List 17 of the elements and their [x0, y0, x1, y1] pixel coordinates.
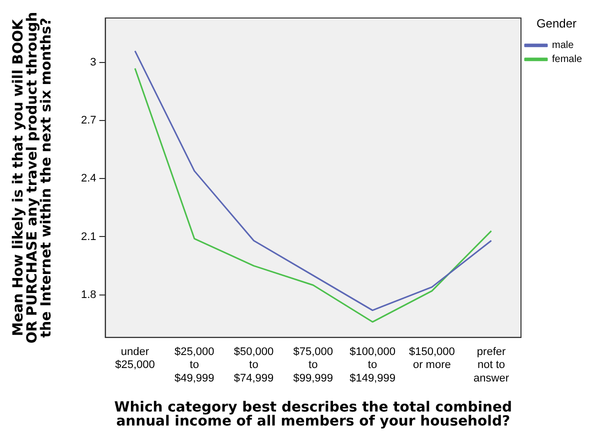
- x-tick-label: $50,000 to $74,999: [234, 346, 274, 384]
- x-tick-label: $25,000 to $49,999: [174, 346, 214, 384]
- x-axis-title: Which category best describes the total combined annual income of all members of your household?: [114, 400, 512, 430]
- x-tick-label: $150,000 or more: [408, 346, 455, 372]
- y-tick-label: 2.4: [80, 172, 96, 185]
- legend-label: male: [552, 40, 574, 52]
- x-tick-label: $75,000 to $99,999: [293, 346, 334, 384]
- x-tick-label: under $25,000: [115, 346, 155, 372]
- y-axis-title: Mean How likely is it that you will BOOK OR PURCHASE any travel product through the Internet within the next six months?: [10, 12, 55, 344]
- y-tick-label: 1.8: [80, 288, 96, 301]
- legend-title: Gender: [536, 16, 577, 30]
- y-tick-label: 2.1: [80, 230, 96, 243]
- y-tick-label: 2.7: [80, 114, 96, 127]
- legend-label: female: [552, 54, 582, 66]
- x-tick-label: prefer not to answer: [474, 346, 510, 384]
- x-tick-label: $100,000 to $149,999: [350, 346, 396, 384]
- y-tick-label: 3: [90, 56, 96, 69]
